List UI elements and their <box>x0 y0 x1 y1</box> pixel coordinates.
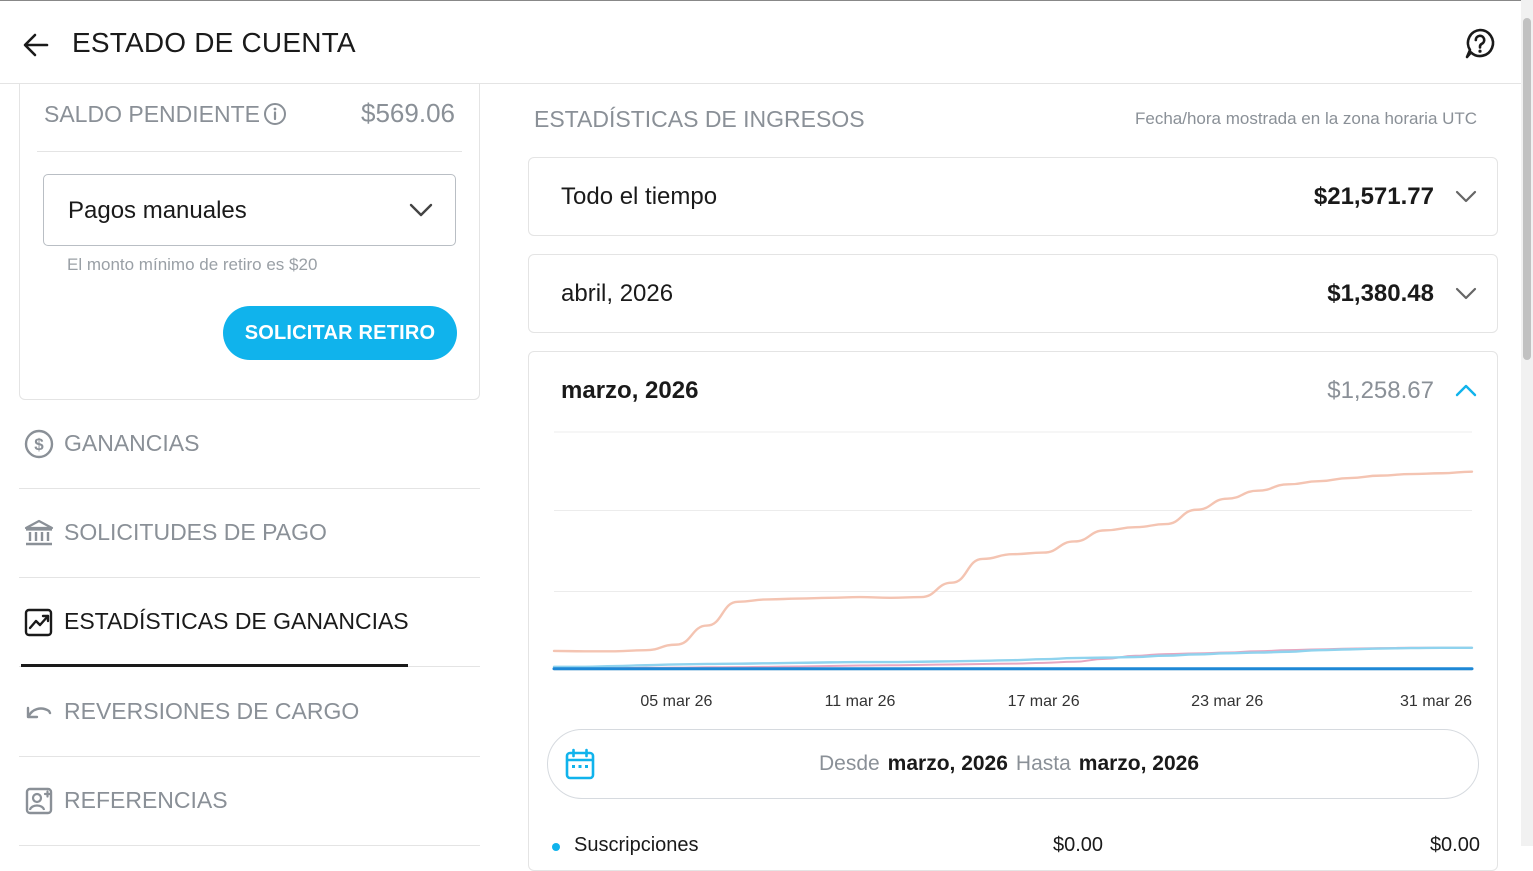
bank-icon <box>23 517 55 549</box>
period-card-april[interactable]: abril, 2026 $1,380.48 <box>528 254 1498 333</box>
nav-item-payment-requests[interactable]: SOLICITUDES DE PAGO <box>19 489 480 578</box>
request-withdraw-button[interactable]: SOLICITAR RETIRO <box>223 306 457 360</box>
pending-balance-amount: $569.06 <box>361 98 455 128</box>
nav-item-earnings[interactable]: $ GANANCIAS <box>19 400 480 489</box>
period-label[interactable]: marzo, 2026 <box>561 377 699 404</box>
dollar-circle-icon: $ <box>23 428 55 460</box>
page-scrollbar[interactable] <box>1521 0 1533 846</box>
series-dot <box>552 843 560 851</box>
chevron-down-icon <box>1455 188 1477 204</box>
chevron-up-icon[interactable] <box>1455 382 1477 398</box>
breakdown-row: Suscripciones $0.00 $0.00 <box>548 834 1480 864</box>
nav-item-chargebacks[interactable]: REVERSIONES DE CARGO <box>19 668 480 757</box>
x-tick-label: 11 mar 26 <box>825 693 896 710</box>
help-icon[interactable] <box>1463 27 1497 61</box>
period-card-all-time[interactable]: Todo el tiempo $21,571.77 <box>528 157 1498 236</box>
x-tick-label: 31 mar 26 <box>1400 693 1472 710</box>
series-line-0 <box>552 470 1474 653</box>
balance-card: SALDO PENDIENTE $569.06 Pagos manuales E… <box>19 84 480 400</box>
range-to-label: Hasta <box>1015 752 1071 775</box>
period-label: Todo el tiempo <box>561 183 718 210</box>
payment-method-select[interactable]: Pagos manuales <box>43 174 456 246</box>
nav-item-referrals[interactable]: REFERENCIAS <box>19 757 480 846</box>
nav-label: REVERSIONES DE CARGO <box>64 698 360 724</box>
range-from-label: Desde <box>818 752 880 775</box>
date-range-picker[interactable]: Desde marzo, 2026 Hasta marzo, 2026 <box>547 729 1479 799</box>
x-tick-label: 23 mar 26 <box>1191 693 1263 710</box>
earnings-chart: 05 mar 26 11 mar 26 17 mar 26 23 mar 26 31 m… <box>552 431 1474 710</box>
active-nav-indicator <box>21 664 408 667</box>
scrollbar-thumb[interactable] <box>1523 18 1531 360</box>
timezone-note: Fecha/hora mostrada en la zona horaria U… <box>1135 109 1478 128</box>
section-title: ESTADÍSTICAS DE INGRESOS <box>534 106 865 132</box>
series-line-1 <box>552 646 1474 669</box>
chart-icon <box>23 606 55 638</box>
date-range-text: Desde marzo, 2026 Hasta marzo, 2026 <box>548 752 1478 776</box>
top-bar: ESTADO DE CUENTA <box>0 0 1533 84</box>
nav-label: REFERENCIAS <box>64 787 228 813</box>
info-icon[interactable] <box>263 102 287 126</box>
period-label: abril, 2026 <box>561 280 674 307</box>
nav-item-earnings-stats[interactable]: ESTADÍSTICAS DE GANANCIAS <box>19 578 480 667</box>
calendar-icon <box>565 748 595 780</box>
range-from-value: marzo, 2026 <box>887 752 1008 775</box>
divider <box>37 151 462 152</box>
nav-label: GANANCIAS <box>64 430 200 456</box>
chevron-down-icon <box>409 201 433 219</box>
chevron-down-icon <box>1455 285 1477 301</box>
nav-label: SOLICITUDES DE PAGO <box>64 519 327 545</box>
period-amount: $21,571.77 <box>1313 183 1434 210</box>
payment-method-value: Pagos manuales <box>68 197 247 224</box>
page-title: ESTADO DE CUENTA <box>72 27 356 58</box>
back-arrow-icon[interactable] <box>20 29 52 61</box>
svg-text:$: $ <box>34 435 44 454</box>
range-to-value: marzo, 2026 <box>1078 752 1200 775</box>
minimum-withdraw-hint: El monto mínimo de retiro es $20 <box>67 255 318 274</box>
nav-label: ESTADÍSTICAS DE GANANCIAS <box>64 608 409 634</box>
x-tick-label: 17 mar 26 <box>1008 693 1080 710</box>
referral-icon <box>23 785 55 817</box>
period-amount: $1,380.48 <box>1327 280 1434 307</box>
period-amount: $1,258.67 <box>1327 377 1434 404</box>
x-tick-label: 05 mar 26 <box>640 693 712 710</box>
undo-icon <box>23 696 55 728</box>
pending-balance-label: SALDO PENDIENTE <box>44 101 260 127</box>
